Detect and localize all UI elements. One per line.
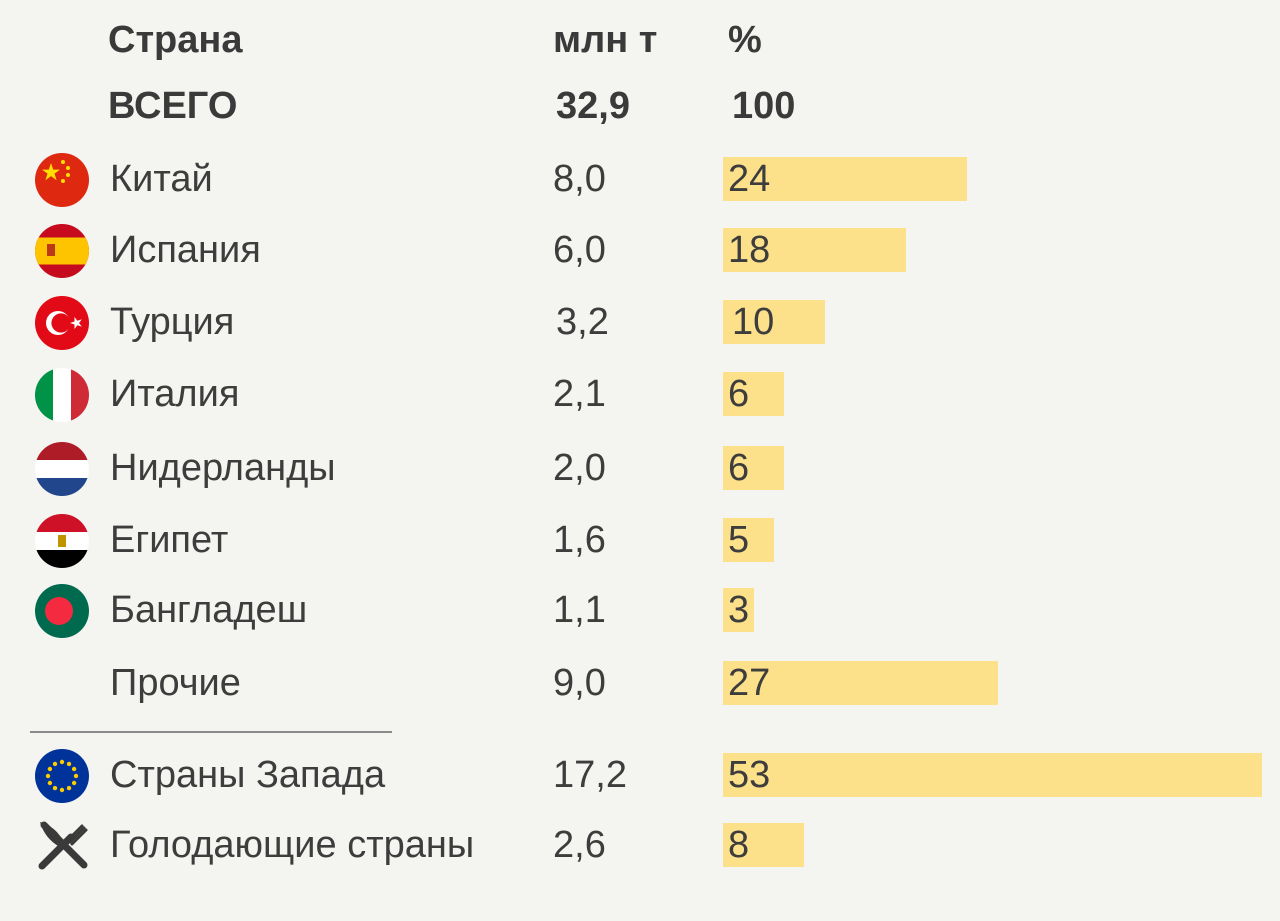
percent-label: 10 [732, 301, 775, 343]
percent-label: 8 [728, 824, 750, 866]
total-label: ВСЕГО [108, 85, 238, 127]
percent-label: 6 [728, 447, 750, 489]
percent-label: 5 [728, 519, 750, 561]
china-flag-icon [35, 153, 89, 207]
percent-bar [723, 372, 784, 416]
group-name: Страны Запада [110, 754, 386, 796]
percent-bar [723, 661, 998, 705]
country-value: 8,0 [553, 158, 606, 200]
table-row: Турция 3,2 10 [0, 292, 1280, 352]
table-row: Италия 2,1 6 [0, 364, 1280, 424]
percent-bar [723, 588, 754, 632]
table-row: Нидерланды 2,0 6 [0, 438, 1280, 498]
percent-label: 53 [728, 754, 771, 796]
country-name: Нидерланды [110, 447, 336, 489]
table-row: Египет 1,6 5 [0, 510, 1280, 570]
percent-label: 3 [728, 589, 750, 631]
country-name: Италия [110, 373, 240, 415]
netherlands-flag-icon [35, 442, 89, 496]
country-name: Египет [110, 519, 229, 561]
table-row: Прочие 9,0 27 [0, 653, 1280, 713]
country-value: 3,2 [556, 301, 609, 343]
country-value: 9,0 [553, 662, 606, 704]
divider [30, 731, 392, 733]
percent-bar [723, 446, 784, 490]
country-value: 6,0 [553, 229, 606, 271]
italy-flag-icon [35, 368, 89, 422]
turkey-flag-icon [35, 296, 89, 350]
table-row: Испания 6,0 18 [0, 220, 1280, 280]
country-value: 1,1 [553, 589, 606, 631]
header-tonnes: млн т [553, 19, 658, 61]
spain-flag-icon [35, 224, 89, 278]
table-row: Бангладеш 1,1 3 [0, 580, 1280, 640]
header-percent: % [728, 19, 762, 61]
percent-bar [723, 823, 804, 867]
percent-bar [723, 300, 825, 344]
total-percent: 100 [732, 85, 796, 127]
total-value: 32,9 [556, 85, 630, 127]
percent-label: 27 [728, 662, 771, 704]
group-value: 17,2 [553, 754, 627, 796]
country-name: Китай [110, 158, 213, 200]
country-value: 2,0 [553, 447, 606, 489]
table-row: Голодающие страны 2,6 8 [0, 815, 1280, 875]
fork-knife-icon [38, 821, 88, 870]
country-name: Бангладеш [110, 589, 308, 631]
percent-bar [723, 753, 1262, 797]
percent-label: 18 [728, 229, 771, 271]
eu-flag-icon [35, 749, 89, 803]
country-name: Прочие [110, 662, 241, 704]
header-country: Страна [108, 19, 243, 61]
percent-bar [723, 157, 967, 201]
percent-bar [723, 228, 906, 272]
country-value: 1,6 [553, 519, 606, 561]
country-name: Испания [110, 229, 261, 271]
group-name: Голодающие страны [110, 824, 475, 866]
egypt-flag-icon [35, 514, 89, 568]
group-value: 2,6 [553, 824, 606, 866]
percent-label: 24 [728, 158, 771, 200]
country-value: 2,1 [553, 373, 606, 415]
table-row: Страны Запада 17,2 53 [0, 745, 1280, 805]
country-name: Турция [110, 301, 235, 343]
percent-label: 6 [728, 373, 750, 415]
table-row: Китай 8,0 24 [0, 149, 1280, 209]
bangladesh-flag-icon [35, 584, 89, 638]
percent-bar [723, 518, 774, 562]
